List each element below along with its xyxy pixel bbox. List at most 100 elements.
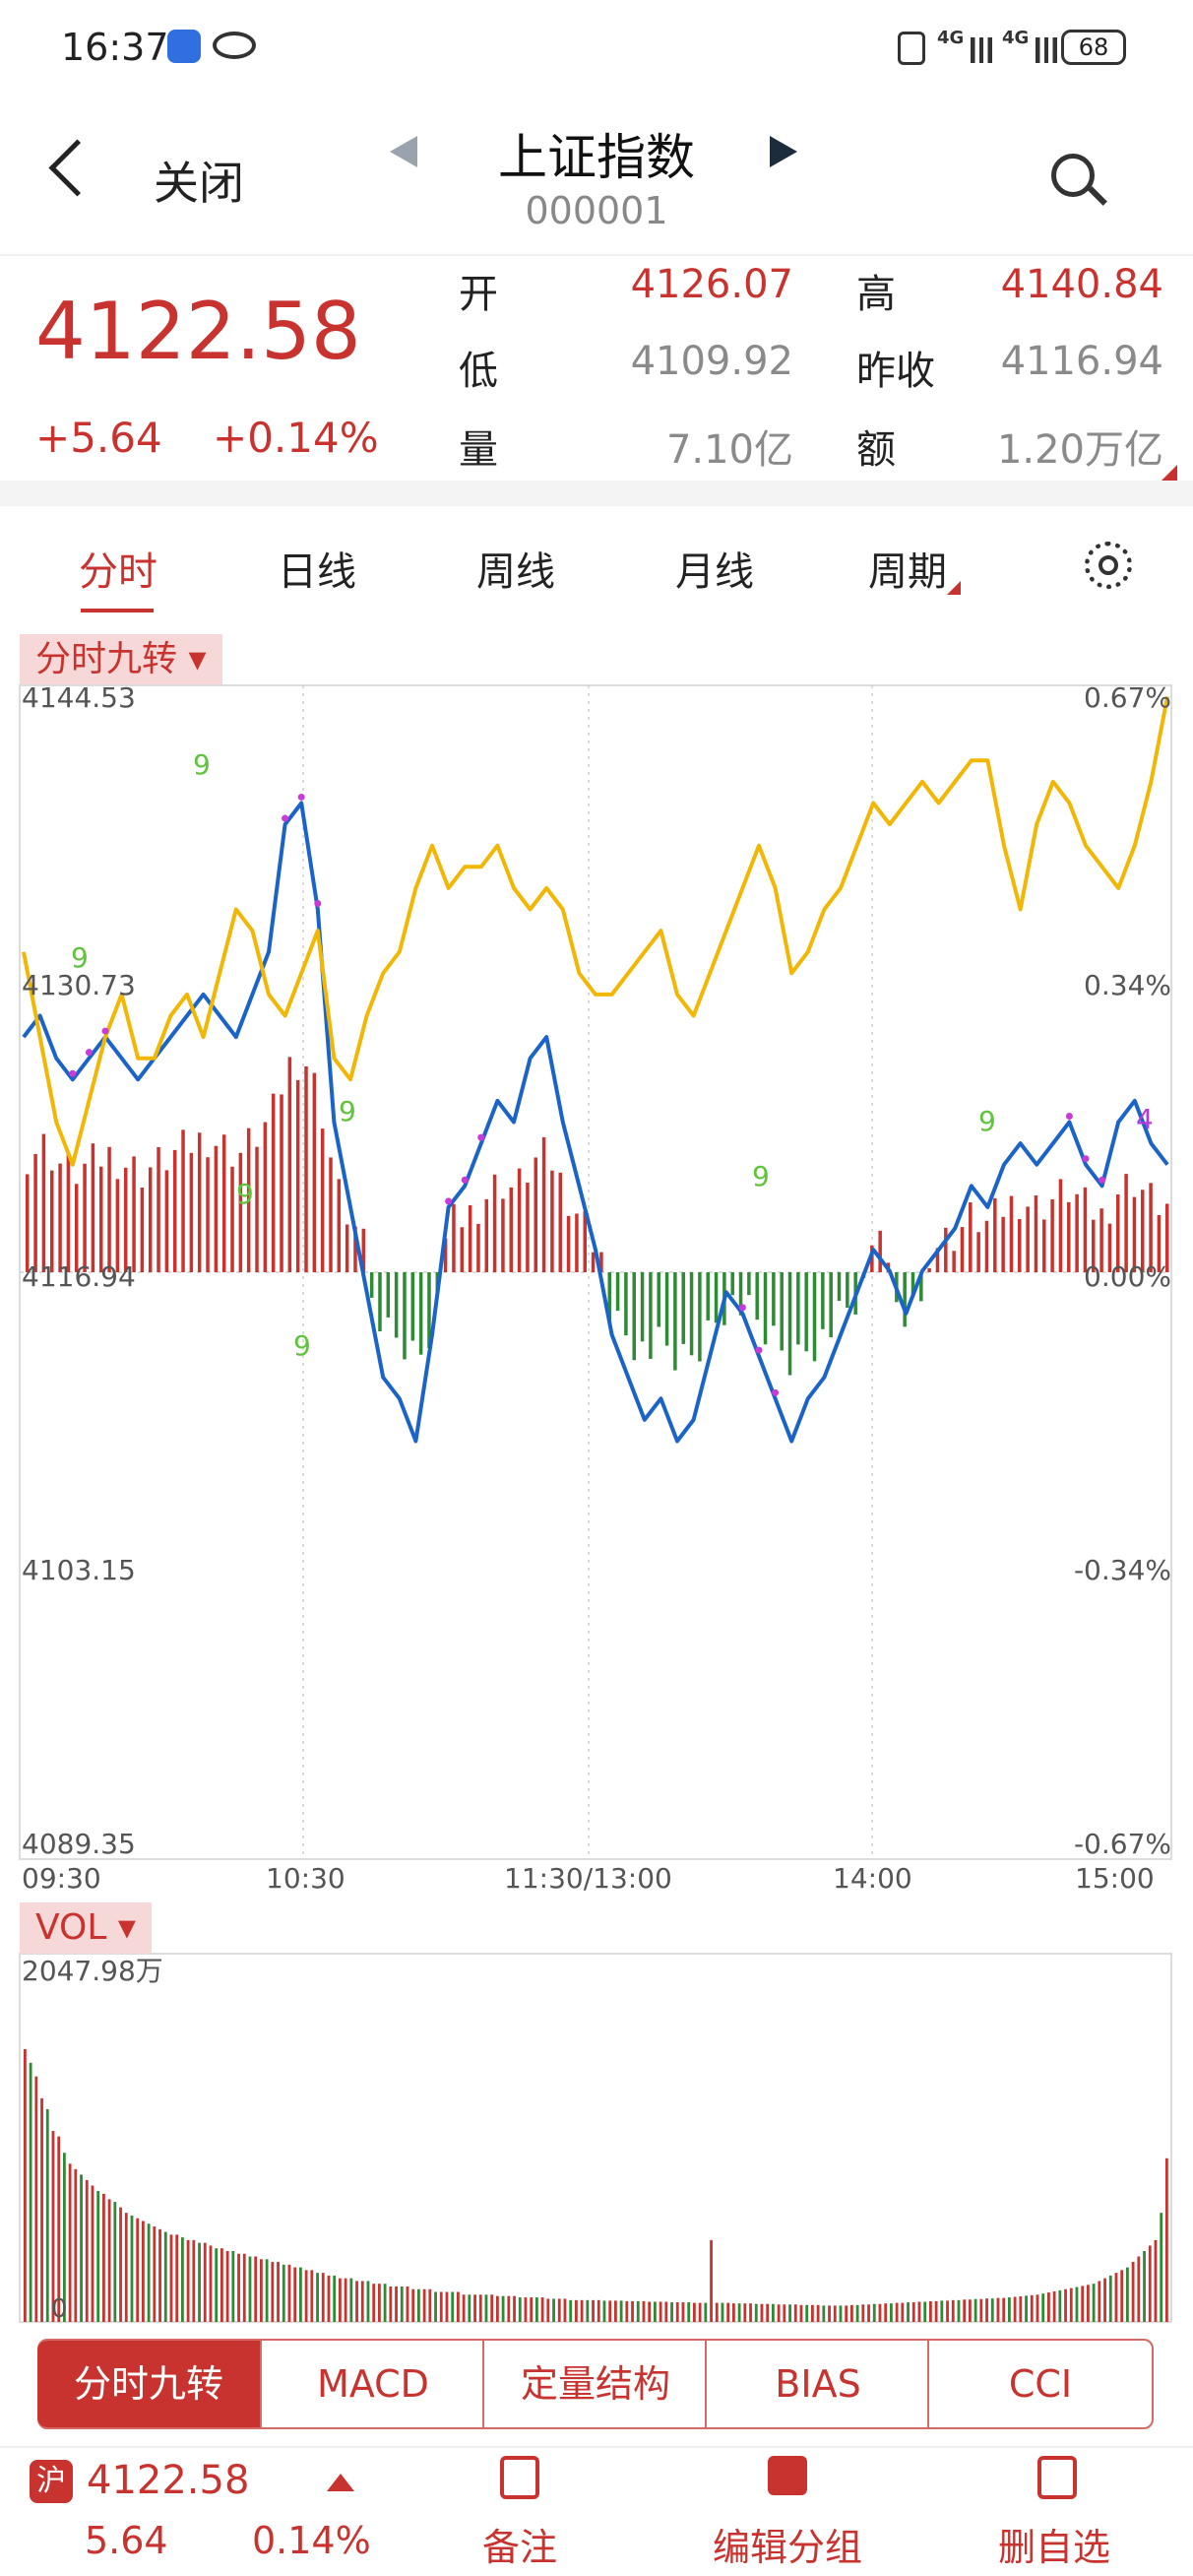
down-bar: [755, 1272, 759, 1320]
next-stock-icon[interactable]: [770, 136, 797, 167]
indicator-tab-bias[interactable]: BIAS: [705, 2341, 929, 2427]
indicator-tab-ninetrans[interactable]: 分时九转: [37, 2341, 260, 2427]
up-bar: [517, 1168, 522, 1272]
x-tick-1030: 10:30: [266, 1862, 345, 1895]
volume-bar: [766, 2303, 770, 2322]
volume-bar: [175, 2234, 179, 2322]
nine-turn-label: 9: [293, 1329, 311, 1362]
amount-value: 1.20万亿: [996, 427, 1163, 473]
average-line: [22, 696, 1169, 1167]
note-icon[interactable]: [500, 2456, 539, 2499]
up-bar: [566, 1215, 571, 1272]
up-bar: [1083, 1187, 1088, 1272]
up-bar: [1165, 1203, 1169, 1272]
volume-bar: [203, 2242, 207, 2322]
nine-turn-dot: [461, 1176, 469, 1184]
volume-bar: [1098, 2281, 1101, 2322]
volume-bar: [715, 2302, 719, 2322]
volume-bar: [535, 2297, 538, 2322]
up-bar: [214, 1145, 219, 1272]
volume-bar: [704, 2302, 708, 2322]
volume-bar: [468, 2294, 471, 2322]
note-button[interactable]: 备注: [482, 2526, 558, 2569]
down-bar: [910, 1272, 915, 1295]
volume-value: 7.10亿: [665, 427, 793, 473]
volume-bar: [934, 2300, 938, 2322]
volume-bar: [507, 2295, 511, 2322]
volume-bar: [130, 2215, 134, 2322]
volume-bar: [383, 2284, 387, 2322]
volume-bar: [654, 2301, 657, 2322]
volume-bar: [1002, 2297, 1006, 2322]
up-bar: [91, 1143, 95, 1272]
period-dropdown-icon: [947, 581, 961, 595]
nine-turn-dot: [445, 1197, 453, 1205]
volume-bar: [1081, 2286, 1085, 2322]
tab-intraday[interactable]: 分时: [79, 549, 157, 595]
volume-bar: [940, 2300, 944, 2322]
y-left-tick-1: 4130.73: [22, 969, 136, 1001]
volume-bar: [1126, 2267, 1129, 2322]
volume-bar: [378, 2284, 381, 2322]
signal-4g-label-2: 4G: [1002, 28, 1030, 48]
down-bar: [410, 1272, 415, 1341]
volume-bar: [181, 2237, 184, 2322]
volume-bar: [1165, 2157, 1168, 2322]
volume-bar: [74, 2168, 78, 2322]
edit-group-icon[interactable]: [768, 2456, 807, 2495]
volume-bar: [675, 2302, 679, 2322]
close-button[interactable]: 关闭: [154, 157, 244, 210]
high-value: 4140.84: [1000, 262, 1163, 307]
up-bar: [1001, 1216, 1005, 1272]
remove-watchlist-button[interactable]: 删自选: [998, 2526, 1111, 2569]
up-bar: [509, 1187, 514, 1272]
expand-corner-icon[interactable]: [1162, 465, 1177, 481]
up-bar: [443, 1238, 448, 1272]
indicator-tab-macd[interactable]: MACD: [260, 2341, 484, 2427]
volume-bar: [749, 2303, 752, 2322]
volume-bar: [1120, 2270, 1124, 2322]
volume-bar: [586, 2299, 590, 2322]
volume-bar: [85, 2179, 89, 2322]
down-bar: [780, 1272, 784, 1351]
volume-bar: [282, 2264, 285, 2322]
down-bar: [632, 1272, 636, 1361]
up-bar: [246, 1127, 251, 1272]
up-bar: [123, 1167, 128, 1272]
settings-gear-icon[interactable]: [1085, 542, 1132, 589]
volume-selector[interactable]: VOL ▾: [20, 1902, 152, 1954]
down-bar: [837, 1272, 842, 1302]
volume-bar: [648, 2301, 652, 2322]
low-label: 低: [459, 349, 498, 394]
tab-weekly[interactable]: 周线: [476, 549, 555, 595]
volume-bar: [973, 2298, 977, 2322]
volume-bar: [996, 2297, 1000, 2322]
volume-bar: [473, 2294, 476, 2322]
down-bar: [763, 1272, 768, 1345]
eye-icon: [213, 32, 256, 59]
prev-stock-icon[interactable]: [390, 136, 417, 167]
footer-divider: [0, 2446, 1193, 2448]
indicator-tab-structure[interactable]: 定量结构: [482, 2341, 707, 2427]
up-bar: [221, 1134, 226, 1272]
up-bar: [148, 1167, 153, 1272]
up-bar: [1092, 1219, 1096, 1272]
edit-group-button[interactable]: 编辑分组: [713, 2526, 863, 2569]
indicator-tab-cci[interactable]: CCI: [927, 2341, 1152, 2427]
tab-period[interactable]: 周期: [868, 549, 947, 595]
search-icon[interactable]: [1051, 154, 1095, 197]
volume-bar: [659, 2301, 662, 2322]
tab-monthly[interactable]: 月线: [675, 549, 754, 595]
volume-bar: [327, 2275, 331, 2322]
up-bar: [878, 1230, 882, 1272]
volume-bar: [220, 2248, 223, 2322]
volume-bar: [951, 2299, 955, 2322]
up-bar: [952, 1251, 956, 1272]
up-bar: [550, 1170, 554, 1272]
tab-daily[interactable]: 日线: [278, 549, 356, 595]
indicator-selector[interactable]: 分时九转 ▾: [20, 634, 222, 685]
up-bar: [263, 1122, 268, 1272]
up-bar: [870, 1245, 874, 1272]
volume-bar: [107, 2199, 111, 2322]
remove-watchlist-icon[interactable]: [1037, 2456, 1077, 2499]
